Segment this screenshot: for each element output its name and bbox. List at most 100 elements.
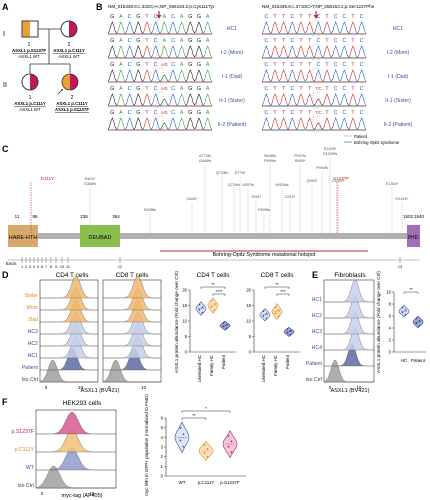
y-tick-label: 4	[161, 435, 164, 440]
histogram-tick: 0	[45, 385, 48, 390]
data-point	[225, 323, 228, 326]
y-tick-label: 15	[246, 303, 251, 308]
base-call: C	[154, 62, 158, 68]
base-call: A	[180, 62, 184, 68]
mutation-label: P994fs	[316, 165, 328, 170]
histogram-tick: 10	[141, 385, 147, 390]
significance-label: ***	[280, 289, 286, 294]
chromatogram-trace	[108, 117, 213, 131]
data-point	[198, 303, 201, 306]
histogram-curve	[324, 327, 374, 351]
base-call: T	[282, 110, 286, 116]
histogram-curve	[103, 287, 161, 311]
mother-symbol	[60, 20, 78, 38]
base-call: T	[351, 38, 355, 44]
base-call: G	[110, 38, 114, 44]
base-call: T	[282, 38, 286, 44]
base-call: G	[188, 62, 192, 68]
mutation-label: P937fs	[294, 153, 306, 158]
cd8-violin-title: CD8 T cells	[261, 272, 294, 279]
histogram-curve	[324, 295, 374, 319]
mutation-label: R404*	[85, 176, 96, 181]
group-label: Unrelated HC	[197, 354, 202, 382]
y-tick-label: 10	[182, 319, 187, 324]
chromatogram-trace	[108, 93, 212, 107]
group-label: Patient	[411, 358, 426, 363]
panel-d-histograms: Iso Ctrl Patient HC1 HC2 HC3 Dad Mom Sister 0 10 0…	[22, 275, 162, 390]
y-tick-label: 15	[182, 303, 187, 308]
base-call: T	[299, 38, 303, 44]
base-call: C	[334, 62, 338, 68]
chromatogram-trace	[108, 45, 212, 59]
base-call: G	[197, 110, 201, 116]
data-point	[203, 451, 206, 454]
histogram-row-label: Sister	[25, 293, 39, 299]
panel-f-letter: F	[2, 397, 8, 407]
group-label: Unrelated HC	[261, 354, 266, 382]
base-call: G	[136, 14, 140, 20]
base-call: G	[197, 14, 201, 20]
base-call: G	[136, 110, 140, 116]
base-call: A/G	[161, 62, 168, 67]
histogram-row-label: HC3	[28, 329, 38, 335]
chromatogram-trace	[262, 69, 366, 83]
y-tick-label: 10	[386, 290, 391, 295]
base-call: C	[128, 62, 132, 68]
y-tick-label: 5	[185, 334, 188, 339]
chromatogram-trace	[108, 117, 212, 131]
exon-number: 2	[25, 265, 27, 269]
data-point	[201, 311, 204, 314]
histogram-row-label: HC2	[28, 341, 38, 347]
data-point	[206, 455, 209, 458]
chromatogram-trace	[261, 93, 367, 107]
chromatogram-trace	[108, 21, 212, 35]
y-tick-label: 8	[389, 302, 392, 307]
group-label: Patient	[221, 354, 226, 369]
base-call: C	[264, 86, 268, 92]
base-call: C	[342, 14, 346, 20]
group-label: p.S1237F	[220, 480, 240, 485]
chromatogram-trace	[262, 45, 366, 59]
y-tick-label: 0	[389, 350, 392, 355]
data-point	[230, 451, 233, 454]
data-point	[274, 312, 277, 315]
base-call: C	[154, 86, 158, 92]
generation-2-label: II	[3, 82, 7, 89]
histogram-row-label: HC2	[312, 313, 322, 319]
y-tick-label: 6	[389, 314, 392, 319]
data-point	[213, 309, 216, 312]
base-call: A/G	[161, 110, 168, 115]
panel-e-ylabel: ASXL1 protein abundance (Fold change ove…	[376, 271, 381, 373]
panel-e-violins: 0 2 4 6 8 10 ** HC Patient	[386, 287, 426, 363]
base-call: G	[110, 62, 114, 68]
exon-number: 1	[21, 265, 23, 269]
histogram-curve	[40, 311, 98, 335]
base-call: C	[342, 38, 346, 44]
base-call: G	[188, 14, 192, 20]
base-call: T	[308, 38, 312, 44]
mutation-label: R965*	[295, 158, 306, 163]
base-call: C	[171, 38, 175, 44]
histogram-tick: 0	[41, 491, 44, 496]
data-point	[289, 330, 292, 332]
base-call: C	[334, 86, 338, 92]
histogram-curve	[324, 311, 374, 335]
data-point	[274, 306, 277, 308]
data-point	[265, 312, 268, 315]
base-call: C	[154, 14, 158, 20]
histogram-curve	[40, 335, 98, 359]
histogram-row-label: Patient	[306, 361, 323, 367]
chromatogram-trace	[108, 93, 213, 107]
seq-row-label-right: II-1 (Sister)	[385, 98, 411, 104]
exon-number: 3	[29, 265, 31, 269]
base-call: A	[206, 86, 210, 92]
hth-end: 86	[32, 214, 38, 219]
mutation-label: E1354*	[386, 181, 399, 186]
histogram-curve	[36, 429, 116, 453]
mutation-label: G1029fs	[323, 151, 338, 156]
histogram-curve	[39, 359, 98, 383]
base-call: T	[351, 14, 355, 20]
seq-left-arrow-icon	[156, 15, 162, 19]
